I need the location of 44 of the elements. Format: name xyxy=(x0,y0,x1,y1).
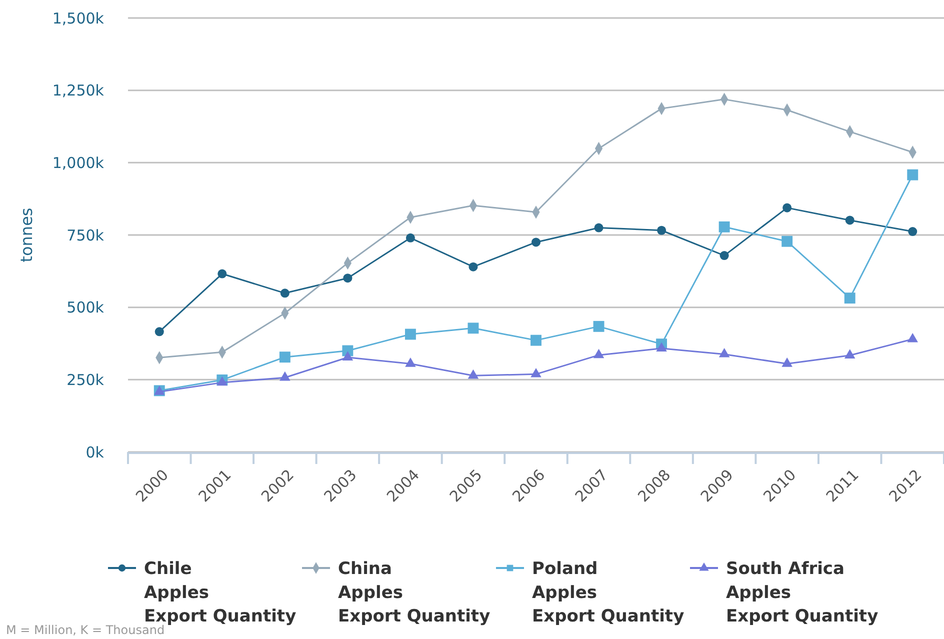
point xyxy=(845,216,854,225)
point xyxy=(782,358,792,367)
point xyxy=(406,233,415,242)
y-tick-label: 1,000k xyxy=(52,154,104,172)
point xyxy=(718,348,730,358)
y-tick-label: 1,500k xyxy=(52,9,104,28)
y-tick-label: 0k xyxy=(86,443,104,462)
point xyxy=(782,203,792,212)
point xyxy=(280,288,290,298)
point xyxy=(656,342,667,352)
point xyxy=(468,369,479,379)
point xyxy=(279,352,290,363)
point xyxy=(844,292,856,304)
point xyxy=(907,332,918,342)
point xyxy=(718,221,730,232)
y-tick-label: 500k xyxy=(66,298,104,317)
point xyxy=(782,236,793,247)
point xyxy=(530,368,542,378)
point xyxy=(280,371,290,381)
legend-label: Poland Apples Export Quantity xyxy=(532,558,684,627)
point xyxy=(657,226,666,235)
point xyxy=(907,169,918,180)
y-tick-label: 250k xyxy=(66,370,104,389)
point xyxy=(531,238,541,247)
point xyxy=(404,328,416,340)
y-tick-label: 750k xyxy=(66,226,104,244)
point xyxy=(468,322,479,334)
legend-label: China Apples Export Quantity xyxy=(338,558,490,627)
point xyxy=(405,358,416,367)
point xyxy=(593,348,604,358)
point xyxy=(844,349,856,358)
point xyxy=(342,351,354,360)
point xyxy=(594,223,604,232)
point xyxy=(593,320,604,332)
legend-label: South Africa Apples Export Quantity xyxy=(726,558,878,627)
point xyxy=(218,269,227,278)
point xyxy=(530,334,542,346)
point xyxy=(343,274,352,283)
y-axis-title: tonnes xyxy=(17,208,36,262)
point xyxy=(908,227,918,236)
point xyxy=(154,327,164,336)
point xyxy=(468,262,478,272)
point xyxy=(720,251,729,260)
y-tick-label: 1,250k xyxy=(52,82,104,100)
